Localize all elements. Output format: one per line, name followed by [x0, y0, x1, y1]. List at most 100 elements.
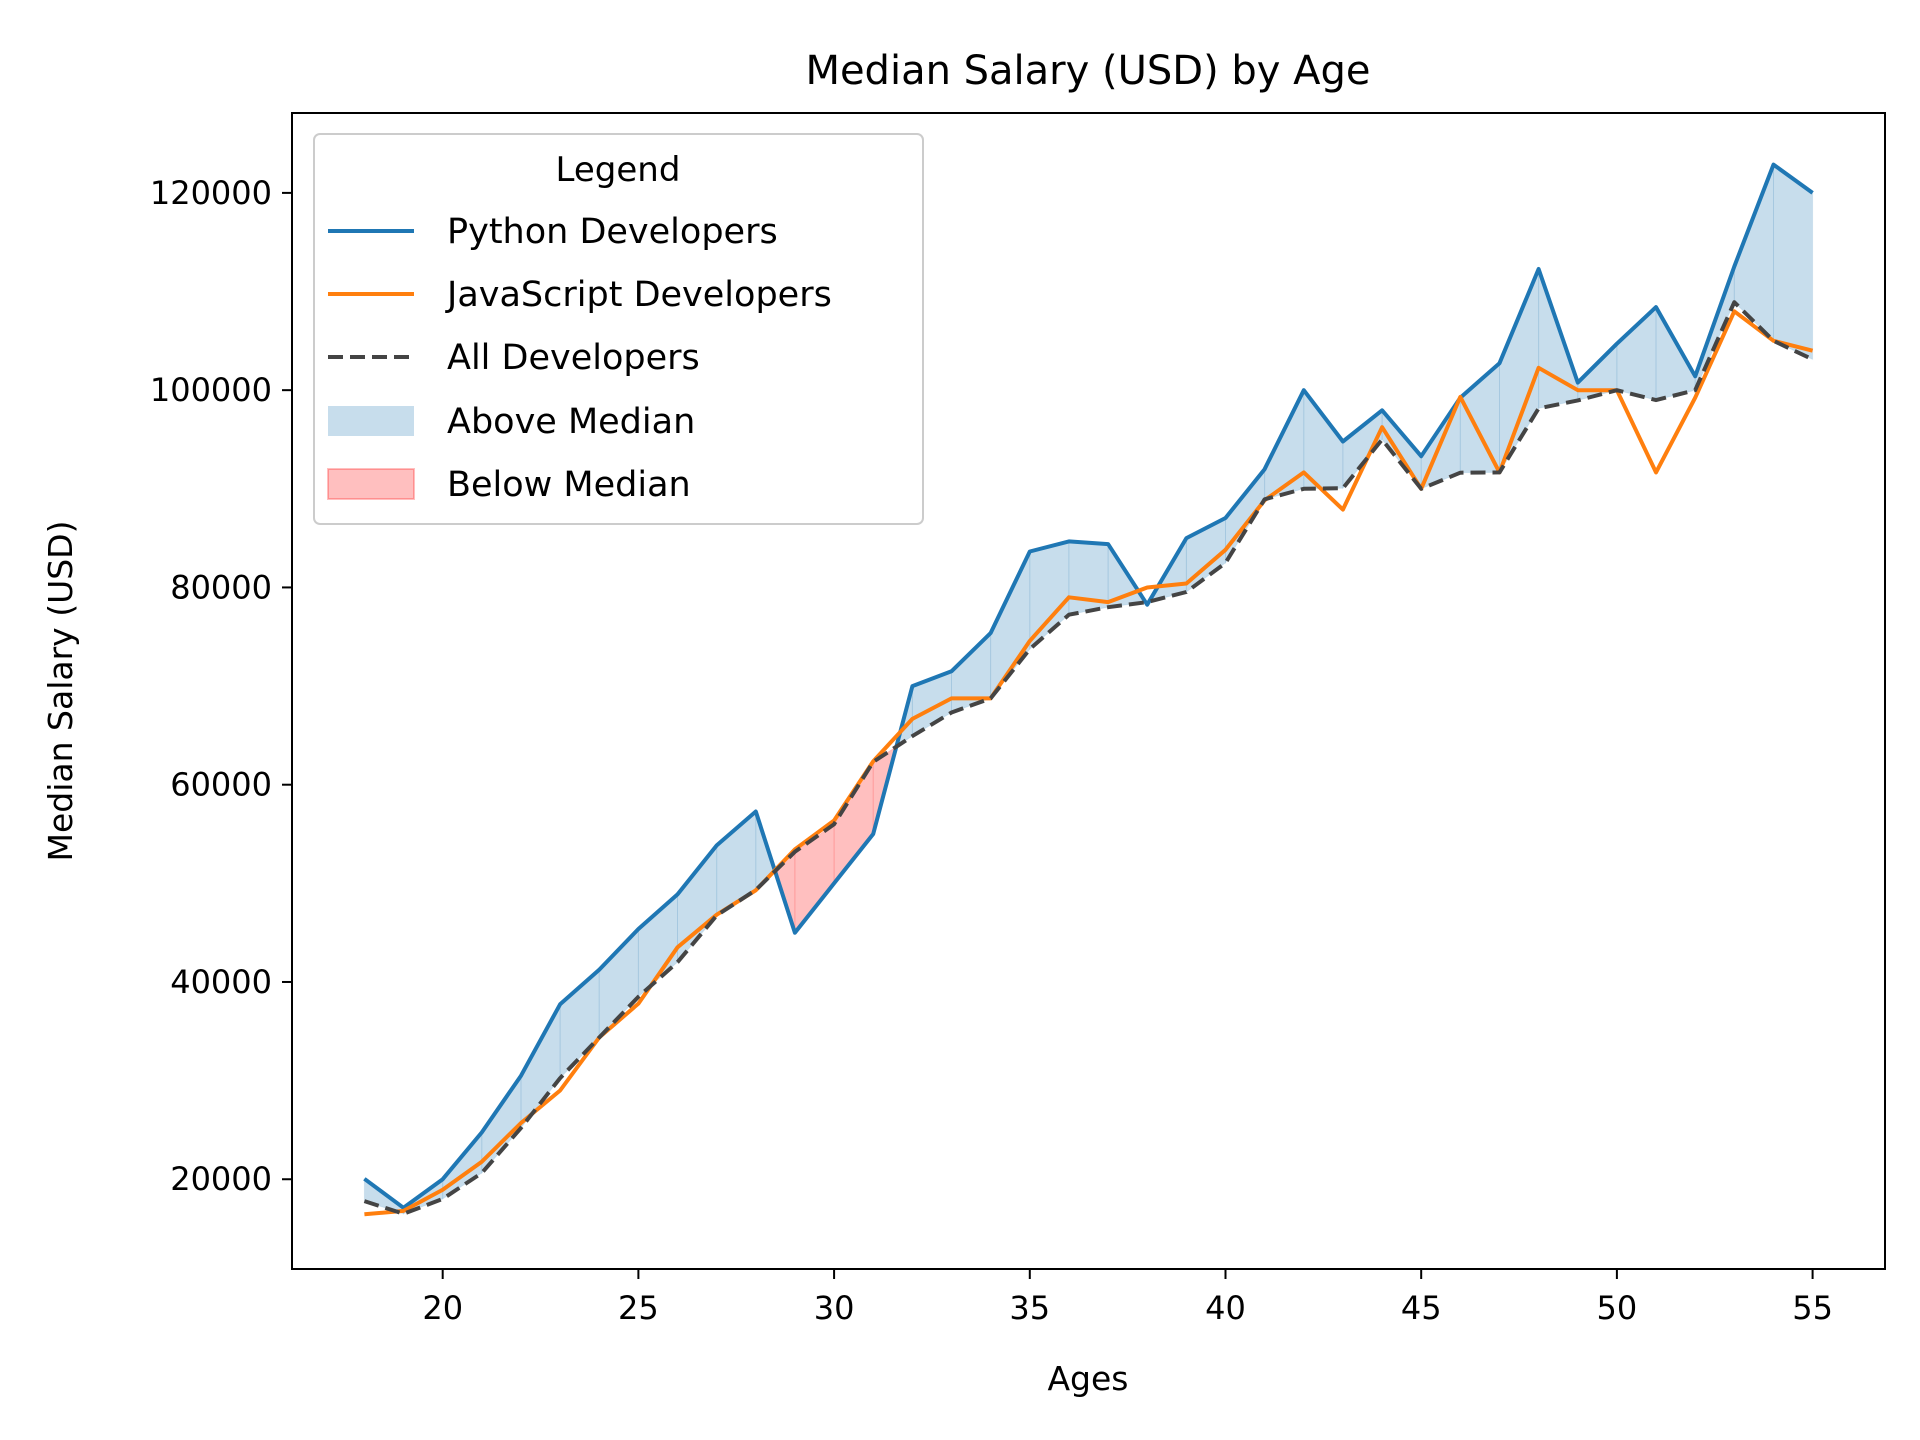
point-python-developers	[1107, 543, 1110, 546]
point-all-developers	[402, 1212, 405, 1215]
point-python-developers	[1772, 163, 1775, 166]
chart-title: Median Salary (USD) by Age	[805, 48, 1370, 94]
line-python-developers	[363, 162, 1814, 1210]
point-all-developers	[1146, 601, 1149, 604]
point-all-developers	[989, 697, 992, 700]
point-javascript-developers	[1811, 349, 1814, 352]
point-all-developers	[1733, 301, 1736, 304]
point-all-developers	[559, 1077, 562, 1080]
x-tick-label: 20	[422, 1289, 463, 1327]
series-all-developers	[363, 300, 1814, 1216]
point-javascript-developers	[1067, 596, 1070, 599]
point-javascript-developers	[911, 717, 914, 720]
y-tick-label: 120000	[150, 174, 272, 212]
point-all-developers	[1185, 591, 1188, 594]
point-all-developers	[1772, 339, 1775, 342]
point-all-developers	[872, 760, 875, 763]
point-python-developers	[1733, 265, 1736, 268]
x-tick-label: 40	[1205, 1289, 1246, 1327]
point-all-developers	[1576, 399, 1579, 402]
point-javascript-developers	[441, 1188, 444, 1191]
point-all-developers	[676, 961, 679, 964]
point-python-developers	[1302, 389, 1305, 392]
x-axis-ticks: 20 25 30 35 40 45 50 55	[422, 1269, 1833, 1327]
point-javascript-developers	[1459, 395, 1462, 398]
point-javascript-developers	[520, 1122, 523, 1125]
point-python-developers	[1146, 603, 1149, 606]
point-javascript-developers	[1146, 586, 1149, 589]
point-python-developers	[1655, 306, 1658, 309]
fill-areas	[363, 163, 1814, 1215]
point-all-developers	[715, 914, 718, 917]
legend: Legend Python Developers JavaScript Deve…	[313, 133, 924, 525]
point-all-developers	[1420, 487, 1423, 490]
series-lines	[363, 162, 1814, 1217]
point-javascript-developers	[1302, 471, 1305, 474]
point-python-developers	[363, 1177, 366, 1180]
series-python-developers	[363, 162, 1814, 1210]
point-javascript-developers	[1576, 389, 1579, 392]
point-python-developers	[989, 632, 992, 635]
point-python-developers	[598, 968, 601, 971]
point-all-developers	[520, 1126, 523, 1129]
point-all-developers	[1341, 487, 1344, 490]
point-python-developers	[1028, 550, 1031, 553]
point-python-developers	[1224, 517, 1227, 520]
point-all-developers	[1224, 561, 1227, 564]
legend-title: Legend	[556, 150, 681, 190]
point-python-developers	[1694, 375, 1697, 378]
x-tick-label: 50	[1597, 1289, 1638, 1327]
legend-box	[313, 133, 924, 525]
point-all-developers	[1028, 648, 1031, 651]
y-tick-label: 20000	[170, 1160, 272, 1198]
legend-label-all: All Developers	[447, 338, 700, 378]
point-python-developers	[1263, 468, 1266, 471]
point-python-developers	[833, 882, 836, 885]
y-axis-title: Median Salary (USD)	[41, 521, 80, 862]
point-all-developers	[1381, 438, 1384, 441]
point-all-developers	[1615, 389, 1618, 392]
point-all-developers	[911, 735, 914, 738]
x-tick-label: 30	[814, 1289, 855, 1327]
x-tick-label: 55	[1792, 1289, 1833, 1327]
legend-label-python: Python Developers	[447, 212, 778, 252]
point-javascript-developers	[1341, 508, 1344, 511]
point-all-developers	[1067, 613, 1070, 616]
point-python-developers	[1185, 537, 1188, 540]
fill-above-median-segment	[1068, 540, 1109, 616]
point-python-developers	[1498, 362, 1501, 365]
legend-swatch-above	[328, 406, 414, 436]
point-python-developers	[1067, 540, 1070, 543]
point-all-developers	[833, 823, 836, 826]
point-javascript-developers	[1381, 426, 1384, 429]
point-python-developers	[754, 810, 757, 813]
point-python-developers	[1381, 409, 1384, 412]
plot-frame	[291, 112, 1886, 1270]
x-tick-label: 45	[1401, 1289, 1442, 1327]
point-python-developers	[872, 833, 875, 836]
y-tick-label: 60000	[170, 766, 272, 804]
line-all-developers	[363, 300, 1814, 1216]
point-python-developers	[793, 931, 796, 934]
point-javascript-developers	[1733, 310, 1736, 313]
x-axis-title: Ages	[1047, 1359, 1128, 1398]
point-python-developers	[637, 928, 640, 931]
point-all-developers	[1459, 471, 1462, 474]
point-all-developers	[1537, 407, 1540, 410]
point-python-developers	[1576, 381, 1579, 384]
point-python-developers	[1615, 342, 1618, 345]
point-python-developers	[1811, 191, 1814, 194]
x-tick-label: 35	[1009, 1289, 1050, 1327]
legend-label-above: Above Median	[447, 402, 695, 442]
point-python-developers	[480, 1131, 483, 1134]
point-python-developers	[559, 1003, 562, 1006]
y-tick-label: 100000	[150, 371, 272, 409]
point-javascript-developers	[1537, 366, 1540, 369]
point-javascript-developers	[1107, 601, 1110, 604]
point-all-developers	[363, 1200, 366, 1203]
point-all-developers	[441, 1197, 444, 1200]
point-javascript-developers	[1028, 639, 1031, 642]
point-all-developers	[1655, 399, 1658, 402]
